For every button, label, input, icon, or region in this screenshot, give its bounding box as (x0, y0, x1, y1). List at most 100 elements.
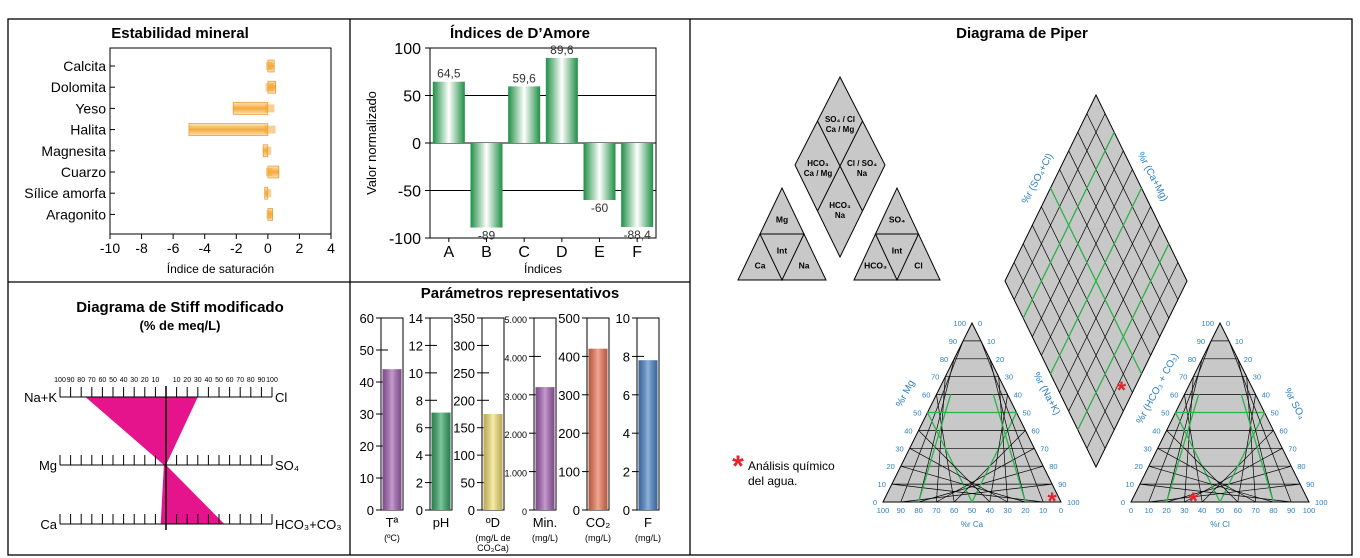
mineral-xlabel: Índice de saturación (167, 261, 274, 276)
param-bar-shade (431, 412, 451, 510)
mineral-bar-range (264, 125, 276, 134)
param-tick-label: 0 (522, 507, 527, 517)
piper-gridline (1237, 394, 1256, 503)
stiff-scale-label: 10 (152, 377, 160, 384)
piper-cation-bottom-tick: 100 (877, 506, 890, 515)
mineral-bar-range (266, 146, 272, 155)
piper-cation-bottom-tick: 30 (1003, 506, 1011, 515)
piper-anion-bottom-axis: %r Cl (1210, 520, 1230, 529)
piper-gridline (891, 483, 1044, 503)
param-unit: (mg/L) (532, 533, 558, 543)
piper-gridline (1157, 447, 1256, 503)
param-bar-shade (638, 360, 658, 510)
mineral-xtick-label: -10 (100, 240, 120, 256)
piper-key-diamond-label: SO₄ / Cl (825, 115, 855, 124)
damore-ytick-label: 0 (412, 136, 421, 153)
mineral-plot-frame (109, 47, 332, 235)
damore-category: E (594, 244, 605, 261)
stiff-left-label: Mg (39, 458, 57, 473)
piper-key-diamond-label: Ca / Mg (826, 125, 855, 134)
piper-gridline (1228, 340, 1292, 503)
piper-cation-left-tick: 90 (949, 337, 957, 346)
piper-key-cation-inner (759, 233, 805, 282)
stiff-scale-label: 90 (67, 377, 75, 384)
damore-chart: 100 50 0 -50 -100 64,5 A -89B 59,6 C 89,6 D -60 E -88,… (364, 41, 657, 276)
stiff-scale-label: 10 (173, 377, 181, 384)
piper-anion-bottom-tick: 20 (1162, 506, 1170, 515)
piper-anion-bottom-tick: 100 (1303, 506, 1316, 515)
stiff-diagram: 100 90 80 70 60 50 40 30 20 10 10 20 30 40 50 60 70 80 90 1… (24, 377, 341, 532)
stiff-subtitle: (% de meq/L) (140, 318, 221, 333)
mineral-xtick-label: -8 (135, 240, 148, 256)
param-tick-label: 6 (623, 388, 630, 403)
param-tick-label: 2 (416, 476, 423, 491)
piper-cation-bottom-tick: 10 (1039, 506, 1047, 515)
param-name: Min. (533, 515, 558, 530)
parameters-chart: 0102030405060Tª(ºC)02468101214pH05010015… (360, 311, 661, 553)
stiff-scale-label: 40 (120, 377, 128, 384)
piper-diamond-sample: * (1117, 377, 1127, 404)
piper-key-diamond-label: Cl / SO₄ (847, 159, 877, 168)
param-tick-label: 8 (416, 393, 423, 408)
piper-cation-left-tick: 70 (931, 373, 939, 382)
stiff-scale-label: 100 (54, 377, 66, 384)
params-title: Parámetros representativos (421, 285, 619, 302)
damore-ytick-label: 100 (394, 41, 421, 58)
param-tick-label: 200 (453, 393, 475, 408)
damore-ytick-label: -50 (398, 184, 421, 201)
param-unit: (ºC) (384, 533, 400, 543)
damore-bar-label: 89,6 (550, 43, 574, 57)
piper-key-anion-label: Cl (914, 261, 923, 271)
piper-legend-line2: del agua. (748, 474, 797, 488)
piper-cation-left-tick: 0 (873, 498, 877, 507)
mineral-bar-range (265, 62, 273, 70)
piper-gridline (971, 412, 1018, 503)
damore-bar-label: 59,6 (512, 71, 536, 85)
piper-anion-bottom-tick: 10 (1145, 506, 1153, 515)
piper-cation-bottom-tick: 60 (950, 506, 958, 515)
stiff-scale-label: 80 (77, 377, 85, 384)
stiff-scale-label: 40 (205, 377, 213, 384)
damore-ylabel: Valor normalizado (364, 91, 379, 195)
param-tick-label: 10 (360, 471, 374, 486)
piper-gridline (1148, 465, 1274, 503)
mineral-xtick-label: -2 (230, 240, 243, 256)
param-tick-label: 2.000 (504, 430, 527, 440)
mineral-label: Calcita (63, 58, 106, 74)
mineral-xtick-label: 2 (296, 240, 304, 256)
piper-cation-right-tick: 90 (1058, 480, 1066, 489)
param-tick-label: 150 (453, 421, 475, 436)
mineral-bar-range (265, 104, 275, 113)
damore-bar (583, 143, 616, 200)
stiff-scale-label: 20 (183, 377, 191, 384)
stiff-scale-label: 70 (236, 377, 244, 384)
param-tick-label: 20 (360, 439, 374, 454)
stiff-title: Diagrama de Stiff modificado (76, 299, 284, 316)
param-tick-label: 500 (558, 311, 580, 326)
piper-cation-left-tick: 40 (904, 426, 912, 435)
param-tick-label: 4 (623, 426, 630, 441)
piper-anion-left-tick: 40 (1152, 426, 1160, 435)
piper-cation-left-tick: 30 (895, 444, 903, 453)
piper-key-anion-inner (874, 233, 920, 282)
piper-anion-sample: * (1189, 488, 1199, 515)
piper-gridline (998, 376, 1008, 503)
piper-key-anion-label: SO₄ (889, 215, 905, 225)
param-tick-label: 1.000 (504, 469, 527, 479)
param-tick-label: 10 (409, 366, 423, 381)
piper-anion-bottom-tick: 60 (1234, 506, 1242, 515)
param-tick-label: 350 (453, 311, 475, 326)
mineral-xtick-label: -6 (167, 240, 180, 256)
piper-gridline (1174, 412, 1221, 503)
piper-anion-left-tick: 0 (1121, 498, 1125, 507)
stiff-scale-label: 100 (266, 377, 278, 384)
piper-anion-left-tick: 60 (1170, 391, 1178, 400)
piper-anion-right-tick: 60 (1279, 426, 1287, 435)
piper-zone-line (1240, 394, 1275, 503)
piper-anion-right-tick: 100 (1315, 498, 1328, 507)
param-unit: (mg/L) (585, 533, 611, 543)
piper-anion-bottom-tick: 40 (1198, 506, 1206, 515)
param-bar-shade (535, 387, 555, 510)
param-unit: CO₃Ca) (477, 543, 509, 553)
